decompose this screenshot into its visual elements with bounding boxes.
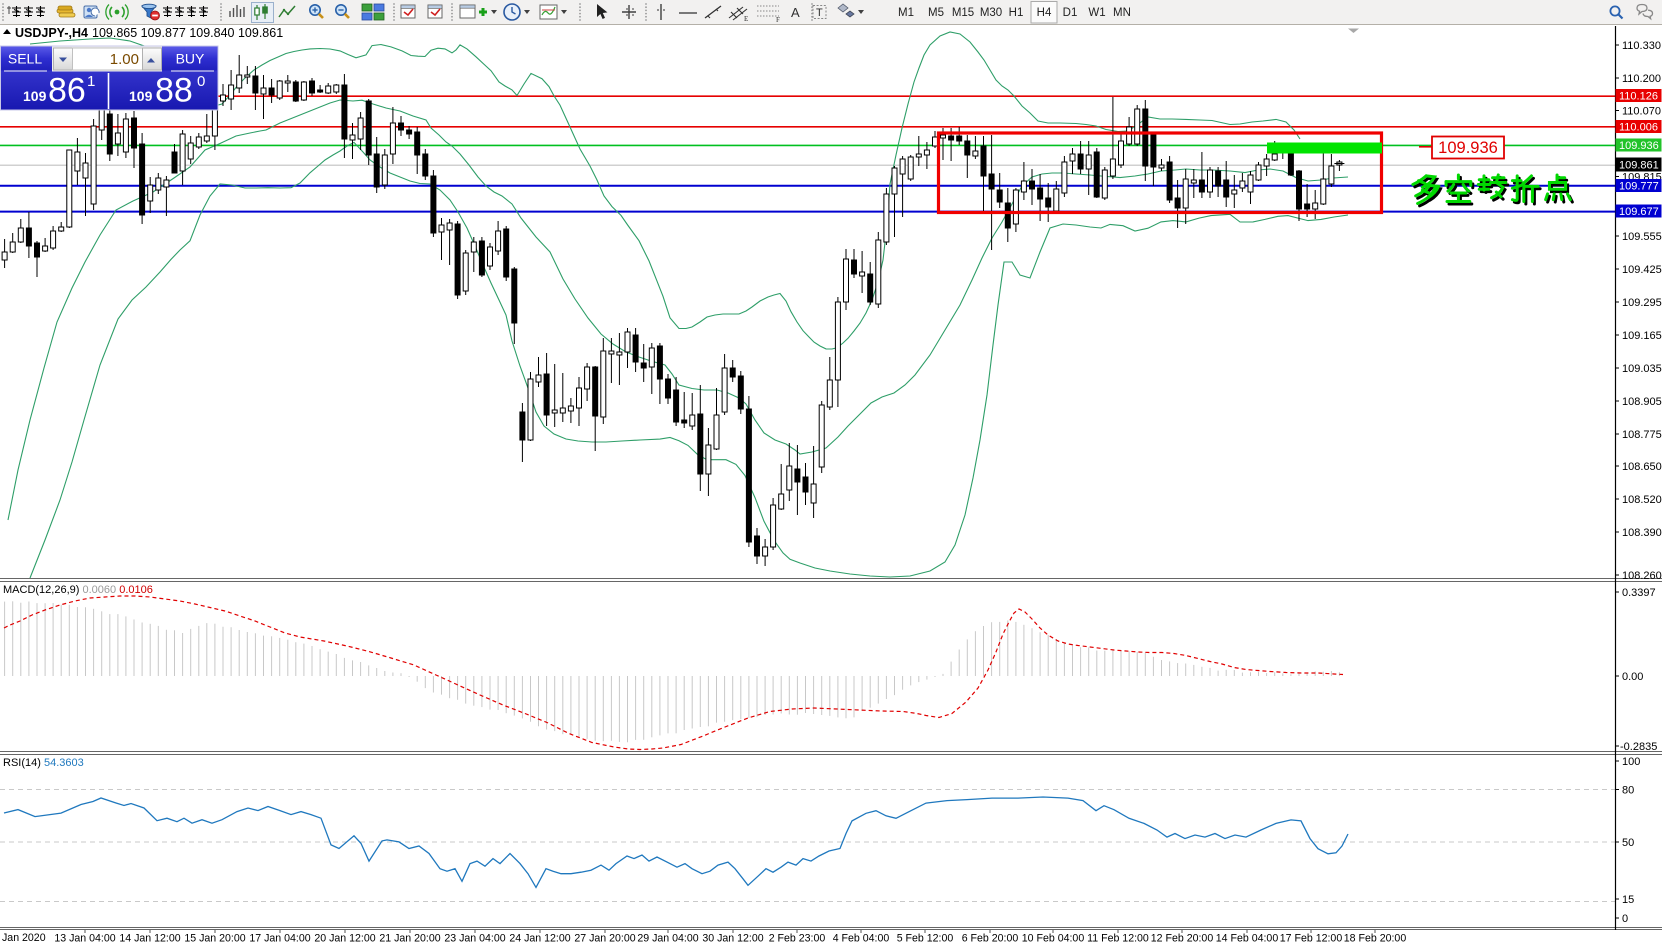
svg-text:11 Feb 12:00: 11 Feb 12:00 bbox=[1087, 933, 1149, 945]
svg-text:109: 109 bbox=[129, 88, 153, 104]
svg-text:USDJPY-,H4: USDJPY-,H4 bbox=[15, 26, 88, 40]
svg-text:M15: M15 bbox=[952, 7, 974, 19]
svg-text:0.3397: 0.3397 bbox=[1622, 587, 1656, 599]
svg-text:110.200: 110.200 bbox=[1622, 73, 1661, 85]
svg-text:110.126: 110.126 bbox=[1619, 91, 1658, 103]
svg-text:A: A bbox=[791, 5, 800, 20]
svg-text:0: 0 bbox=[197, 73, 205, 90]
svg-text:17 Feb 12:00: 17 Feb 12:00 bbox=[1280, 933, 1343, 945]
svg-text:-0.2835: -0.2835 bbox=[1620, 741, 1657, 753]
svg-text:80: 80 bbox=[1622, 785, 1634, 797]
svg-text:E: E bbox=[744, 15, 748, 23]
svg-text:15: 15 bbox=[1622, 894, 1634, 906]
svg-text:88: 88 bbox=[155, 72, 193, 110]
svg-text:109.555: 109.555 bbox=[1622, 231, 1662, 243]
svg-text:F: F bbox=[776, 16, 780, 24]
svg-text:MACD(12,26,9) 0.0060 0.0106: MACD(12,26,9) 0.0060 0.0106 bbox=[3, 584, 153, 596]
svg-text:BUY: BUY bbox=[176, 51, 205, 67]
svg-text:2 Feb 23:00: 2 Feb 23:00 bbox=[769, 933, 826, 945]
svg-text:M1: M1 bbox=[898, 7, 914, 19]
svg-text:86: 86 bbox=[48, 72, 86, 110]
svg-text:108.520: 108.520 bbox=[1622, 494, 1662, 506]
svg-text:109.936: 109.936 bbox=[1619, 140, 1659, 152]
svg-text:110.330: 110.330 bbox=[1622, 40, 1661, 52]
svg-text:100: 100 bbox=[1622, 756, 1640, 768]
svg-text:109: 109 bbox=[23, 88, 47, 104]
svg-text:14 Feb 04:00: 14 Feb 04:00 bbox=[1216, 933, 1279, 945]
svg-text:MN: MN bbox=[1113, 7, 1131, 19]
svg-text:21 Jan 20:00: 21 Jan 20:00 bbox=[379, 933, 440, 945]
svg-text:M5: M5 bbox=[928, 7, 944, 19]
svg-text:1.00: 1.00 bbox=[110, 51, 139, 68]
svg-text:6 Feb 20:00: 6 Feb 20:00 bbox=[962, 933, 1019, 945]
svg-text:109.861: 109.861 bbox=[1619, 160, 1659, 172]
svg-text:108.775: 108.775 bbox=[1622, 429, 1662, 441]
svg-text:1: 1 bbox=[87, 73, 95, 90]
svg-text:108.260: 108.260 bbox=[1622, 570, 1662, 582]
svg-text:15 Jan 20:00: 15 Jan 20:00 bbox=[184, 933, 245, 945]
svg-text:108.390: 108.390 bbox=[1622, 527, 1662, 539]
svg-text:109.936: 109.936 bbox=[1438, 139, 1498, 157]
svg-text:23 Jan 04:00: 23 Jan 04:00 bbox=[444, 933, 505, 945]
svg-text:12 Feb 20:00: 12 Feb 20:00 bbox=[1151, 933, 1214, 945]
svg-text:14 Jan 12:00: 14 Jan 12:00 bbox=[119, 933, 180, 945]
svg-text:108.905: 108.905 bbox=[1622, 396, 1662, 408]
svg-text:SELL: SELL bbox=[8, 51, 42, 67]
svg-text:W1: W1 bbox=[1088, 7, 1105, 19]
svg-text:20 Jan 12:00: 20 Jan 12:00 bbox=[314, 933, 375, 945]
svg-text:109.165: 109.165 bbox=[1622, 330, 1662, 342]
svg-text:17 Jan 04:00: 17 Jan 04:00 bbox=[249, 933, 310, 945]
svg-text:Jan 2020: Jan 2020 bbox=[2, 932, 46, 944]
svg-text:RSI(14) 54.3603: RSI(14) 54.3603 bbox=[3, 757, 84, 769]
svg-text:10 Feb 04:00: 10 Feb 04:00 bbox=[1022, 933, 1085, 945]
svg-text:H4: H4 bbox=[1037, 7, 1052, 19]
svg-text:110.006: 110.006 bbox=[1619, 122, 1658, 134]
svg-text:18 Feb 20:00: 18 Feb 20:00 bbox=[1344, 933, 1407, 945]
svg-text:T: T bbox=[816, 7, 823, 19]
svg-text:109.035: 109.035 bbox=[1622, 363, 1662, 375]
svg-text:27 Jan 20:00: 27 Jan 20:00 bbox=[574, 933, 635, 945]
svg-text:24 Jan 12:00: 24 Jan 12:00 bbox=[509, 933, 570, 945]
svg-text:0: 0 bbox=[1622, 913, 1628, 925]
svg-text:4 Feb 04:00: 4 Feb 04:00 bbox=[833, 933, 890, 945]
svg-text:0.00: 0.00 bbox=[1622, 671, 1643, 683]
svg-text:M30: M30 bbox=[980, 7, 1002, 19]
svg-text:H1: H1 bbox=[1009, 7, 1024, 19]
svg-text:D1: D1 bbox=[1063, 7, 1078, 19]
svg-text:5 Feb 12:00: 5 Feb 12:00 bbox=[897, 933, 954, 945]
svg-text:109.295: 109.295 bbox=[1622, 297, 1662, 309]
svg-text:30 Jan 12:00: 30 Jan 12:00 bbox=[702, 933, 763, 945]
svg-text:108.650: 108.650 bbox=[1622, 461, 1662, 473]
svg-text:109.425: 109.425 bbox=[1622, 264, 1662, 276]
svg-text:29 Jan 04:00: 29 Jan 04:00 bbox=[637, 933, 698, 945]
svg-text:109.865 109.877 109.840 109.86: 109.865 109.877 109.840 109.861 bbox=[92, 26, 283, 40]
svg-text:50: 50 bbox=[1622, 837, 1634, 849]
svg-text:110.070: 110.070 bbox=[1622, 106, 1661, 118]
svg-text:109.777: 109.777 bbox=[1619, 181, 1659, 193]
svg-text:109.677: 109.677 bbox=[1619, 206, 1659, 218]
svg-text:13 Jan 04:00: 13 Jan 04:00 bbox=[54, 933, 115, 945]
